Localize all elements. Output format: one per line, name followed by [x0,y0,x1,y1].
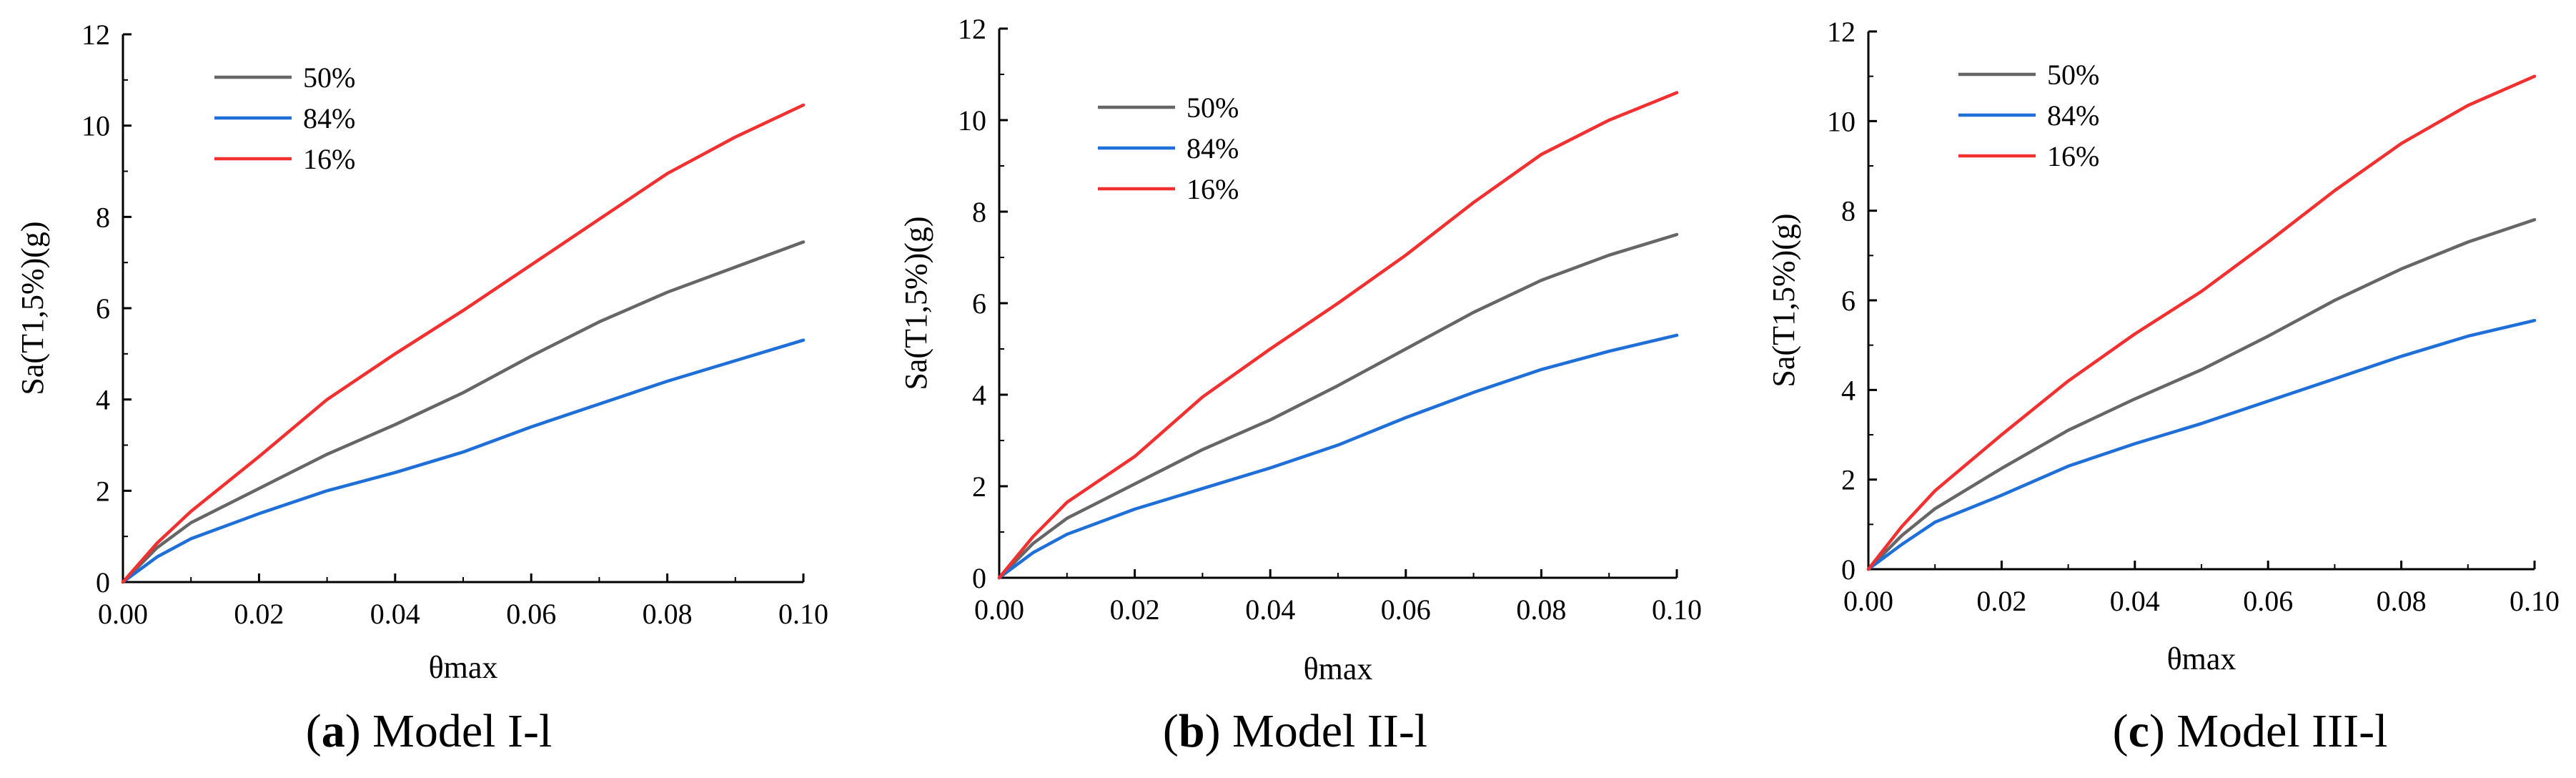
chart-a-x-tick-label: 0.10 [778,598,828,630]
chart-c-x-tick-label: 0.02 [1976,585,2026,617]
chart-a-x-tick-label: 0.08 [643,598,693,630]
chart-b-y-axis-label: Sa(T1,5%)(g) [898,216,933,390]
chart-panel-a: 0.00 0.02 0.04 0.06 0.08 0.10 0 2 4 6 8 10 12 θmax Sa(… [0,0,858,778]
chart-a-legend-label-84pct: 84% [303,102,355,134]
chart-b-series-50pct [997,232,1679,580]
chart-a-y-tick-label: 4 [96,384,110,416]
chart-a-y-tick-label: 2 [96,475,110,507]
chart-c-x-tick-label: 0.06 [2243,585,2293,617]
chart-a-svg: 0.00 0.02 0.04 0.06 0.08 0.10 0 2 4 6 8 10 12 θmax Sa(… [15,19,828,685]
chart-b-legend-label-84pct: 84% [1187,132,1239,164]
chart-b-x-tick-label: 0.10 [1652,594,1702,626]
chart-a-legend-label-50pct: 50% [303,61,355,94]
chart-c-y-tick-label: 8 [1841,195,1856,227]
chart-b-series-84pct [997,333,1679,580]
chart-a-y-tick-label: 6 [96,292,110,325]
chart-b-x-axis-label: θmax [1304,651,1373,686]
chart-b-y-tick-label: 8 [972,196,986,228]
chart-a-series-50pct [121,240,806,584]
chart-c-y-tick-label: 0 [1841,553,1856,586]
chart-b-x-tick-label: 0.02 [1110,594,1160,626]
chart-c-y-tick-label: 6 [1841,285,1856,317]
chart-b-y-tick-label: 4 [972,379,986,411]
chart-b-series-16pct [997,91,1679,580]
chart-c-y-axis-label: Sa(T1,5%)(g) [1766,213,1801,387]
chart-c-y-tick-label: 2 [1841,464,1856,496]
chart-b-y-tick-label: 6 [972,287,986,320]
chart-c-x-tick-label: 0.04 [2110,585,2160,617]
chart-b-x-tick-label: 0.04 [1245,594,1295,626]
chart-a-legend-label-16pct: 16% [303,143,355,175]
chart-a-series-16pct [121,103,806,584]
chart-c-y-tick-label: 12 [1827,16,1856,48]
chart-c-series-84pct [1866,318,2537,571]
chart-b-x-tick-label: 0.00 [974,594,1024,626]
chart-b-x-tick-label: 0.08 [1516,594,1566,626]
chart-b-y-tick-label: 12 [958,13,986,45]
chart-c-x-tick-label: 0.08 [2377,585,2427,617]
chart-a-y-axis-label: Sa(T1,5%)(g) [15,221,50,395]
chart-a-y-tick-label: 8 [96,201,110,233]
chart-c-x-axis-label: θmax [2167,641,2236,676]
chart-a-x-tick-label: 0.04 [370,598,420,630]
caption-c: (c) Model III-l [2112,705,2388,757]
chart-a-x-tick-label: 0.00 [98,598,148,630]
chart-a-x-tick-label: 0.06 [506,598,556,630]
chart-b-y-tick-label: 10 [958,104,986,137]
chart-a-x-axis-label: θmax [429,650,498,685]
chart-a-y-tick-label: 0 [96,566,110,599]
chart-b-legend-label-50pct: 50% [1187,92,1239,124]
chart-c-legend-label-50pct: 50% [2047,59,2099,91]
chart-c-legend-label-16pct: 16% [2047,140,2099,172]
chart-a-x-tick-label: 0.02 [234,598,284,630]
caption-a: (a) Model I-l [305,705,553,757]
chart-c-svg: 0.00 0.02 0.04 0.06 0.08 0.10 0 2 4 6 8 10 12 θmax Sa(… [1766,16,2560,676]
chart-a-series-84pct [121,338,806,584]
chart-panel-c: 0.00 0.02 0.04 0.06 0.08 0.10 0 2 4 6 8 10 12 θmax Sa(… [1715,0,2576,778]
chart-c-legend-label-84pct: 84% [2047,99,2099,132]
chart-b-y-tick-label: 2 [972,471,986,503]
chart-b-x-tick-label: 0.06 [1381,594,1431,626]
chart-c-series-50pct [1866,217,2537,571]
chart-c-series-16pct [1866,74,2537,571]
chart-b-svg: 0.00 0.02 0.04 0.06 0.08 0.10 0 2 4 6 8 10 12 θmax Sa(… [898,13,1702,686]
chart-b-legend-label-16pct: 16% [1187,173,1239,205]
chart-b-y-tick-label: 0 [972,562,986,594]
chart-c-y-tick-label: 4 [1841,374,1856,406]
caption-b: (b) Model II-l [1162,705,1428,757]
chart-c-x-tick-label: 0.00 [1843,585,1893,617]
chart-a-y-tick-label: 10 [81,110,110,142]
chart-panel-b: 0.00 0.02 0.04 0.06 0.08 0.10 0 2 4 6 8 10 12 θmax Sa(… [858,0,1715,778]
chart-c-x-tick-label: 0.10 [2510,585,2560,617]
chart-c-y-tick-label: 10 [1827,105,1856,137]
chart-a-y-tick-label: 12 [81,19,110,51]
